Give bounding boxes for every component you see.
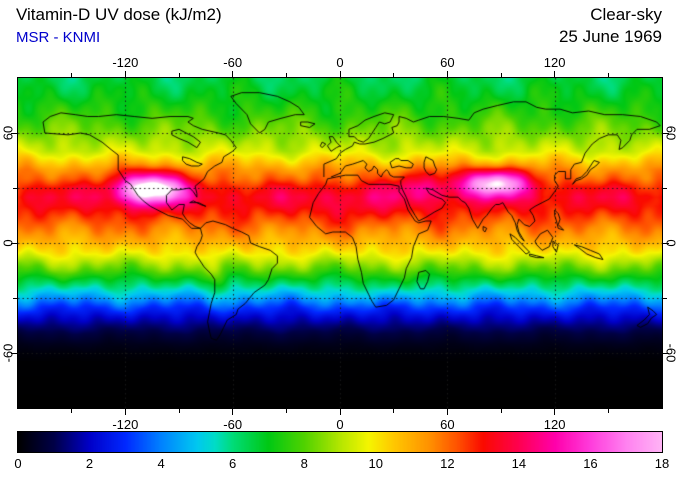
lat-tick-minor [663, 297, 667, 299]
lon-tick-major [339, 71, 341, 77]
lon-tick-minor [393, 409, 395, 413]
colorbar-tick-label: 12 [440, 456, 455, 471]
lon-tick-label-bottom: 120 [543, 417, 566, 432]
colorbar-tick-label: 0 [14, 456, 22, 471]
lat-tick-label-right: 60 [663, 125, 678, 141]
lon-tick-major [446, 71, 448, 77]
colorbar-frame [17, 431, 663, 453]
lat-tick-label-right: -60 [663, 343, 678, 363]
sky-condition-label: Clear-sky [590, 5, 662, 24]
lon-tick-major [124, 409, 126, 415]
lon-tick-minor [393, 73, 395, 77]
lon-tick-label-bottom: 0 [336, 417, 344, 432]
lon-tick-minor [71, 409, 73, 413]
lon-tick-label-bottom: -120 [112, 417, 139, 432]
lon-tick-major [554, 71, 556, 77]
lat-tick-minor [13, 187, 17, 189]
lat-tick-major [663, 242, 669, 244]
colorbar-tick-label: 8 [300, 456, 308, 471]
lon-tick-major [339, 409, 341, 415]
colorbar-tick-label: 6 [229, 456, 237, 471]
lat-tick-label-left: 0 [0, 239, 16, 247]
world-map-frame [17, 77, 663, 409]
lon-tick-major [232, 71, 234, 77]
lon-tick-minor [285, 73, 287, 77]
lon-tick-major [232, 409, 234, 415]
chart-title: Vitamin-D UV dose (kJ/m2) [16, 5, 222, 24]
lon-tick-minor [607, 73, 609, 77]
colorbar-tick-label: 18 [654, 456, 670, 471]
lon-tick-label-top: 60 [440, 55, 455, 70]
chart-source-label: MSR - KNMI [16, 29, 101, 46]
lon-tick-major [124, 71, 126, 77]
lon-tick-label-top: 0 [336, 55, 344, 70]
colorbar-tick-label: 14 [511, 456, 527, 471]
lon-tick-label-top: 120 [543, 55, 566, 70]
lat-tick-label-left: 60 [0, 125, 16, 141]
colorbar-gradient-canvas [18, 432, 662, 452]
lon-tick-label-bottom: 60 [440, 417, 455, 432]
lon-tick-minor [285, 409, 287, 413]
date-label: 25 June 1969 [558, 27, 662, 46]
lat-tick-minor [13, 297, 17, 299]
lat-tick-major [11, 132, 17, 134]
colorbar-tick-label: 2 [85, 456, 94, 471]
lon-tick-major [554, 409, 556, 415]
lat-tick-major [11, 352, 17, 354]
lat-tick-minor [663, 187, 667, 189]
lon-tick-label-top: -60 [223, 55, 243, 70]
lat-tick-label-left: -60 [0, 343, 16, 363]
lon-tick-label-top: -120 [112, 55, 139, 70]
lat-tick-major [11, 242, 17, 244]
colorbar-tick-label: 10 [368, 456, 383, 471]
lon-tick-minor [500, 73, 502, 77]
lat-tick-major [663, 352, 669, 354]
lon-tick-major [446, 409, 448, 415]
lon-tick-minor [607, 409, 609, 413]
lon-tick-minor [178, 409, 180, 413]
lon-tick-label-bottom: -60 [223, 417, 243, 432]
lat-tick-label-right: 0 [663, 239, 678, 247]
uv-heatmap-canvas [18, 78, 662, 408]
lon-tick-minor [500, 409, 502, 413]
colorbar-tick-label: 16 [583, 456, 598, 471]
lon-tick-minor [71, 73, 73, 77]
colorbar-tick-label: 4 [157, 456, 165, 471]
lat-tick-major [663, 132, 669, 134]
lon-tick-minor [178, 73, 180, 77]
